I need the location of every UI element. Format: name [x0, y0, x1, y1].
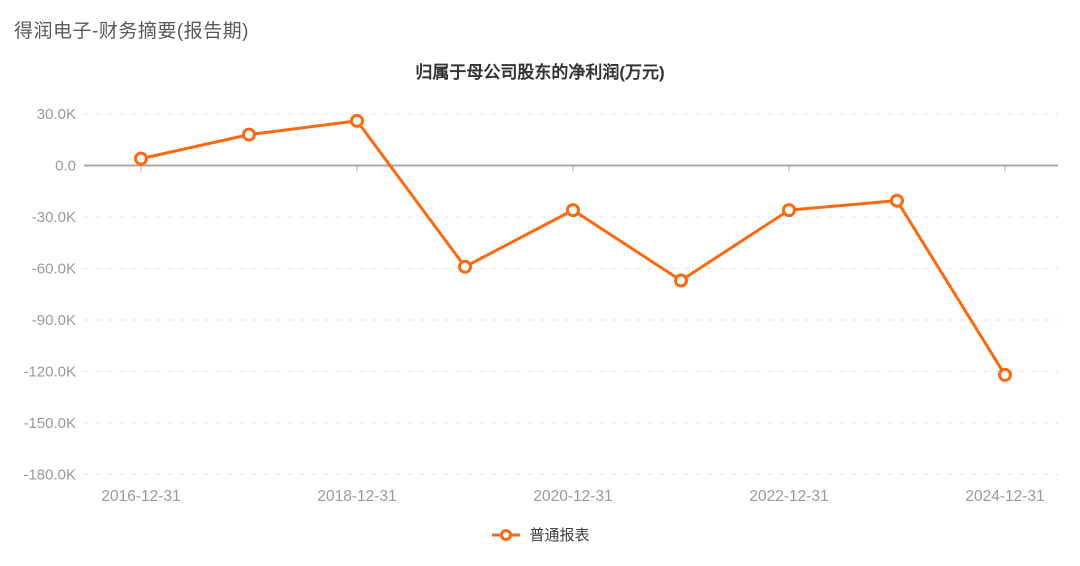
x-axis-label: 2020-12-31 — [533, 488, 612, 505]
data-point[interactable] — [134, 151, 148, 166]
y-axis-label: -120.0K — [23, 364, 76, 381]
x-axis-label: 2024-12-31 — [965, 488, 1044, 505]
series-line — [139, 119, 1007, 377]
y-axis-label: -60.0K — [32, 261, 76, 278]
data-point[interactable] — [782, 203, 796, 218]
data-point[interactable] — [242, 127, 256, 142]
y-axis-label: -90.0K — [32, 312, 76, 329]
data-point[interactable] — [890, 193, 904, 208]
y-axis-label: 0.0 — [55, 158, 76, 175]
page-title: 得润电子-财务摘要(报告期) — [14, 21, 249, 42]
legend-label: 普通报表 — [529, 527, 590, 544]
y-axis-label: -180.0K — [23, 467, 76, 484]
y-axis-label: -150.0K — [23, 415, 76, 432]
data-point[interactable] — [998, 367, 1012, 382]
chart-title: 归属于母公司股东的净利润(万元) — [415, 63, 665, 82]
data-point[interactable] — [350, 113, 364, 128]
x-axis-label: 2016-12-31 — [101, 488, 180, 505]
y-axis-label: -30.0K — [32, 209, 76, 226]
data-point[interactable] — [674, 273, 688, 288]
data-point[interactable] — [566, 203, 580, 218]
legend[interactable]: 普通报表 — [0, 524, 1080, 545]
legend-circle — [500, 528, 513, 541]
data-point[interactable] — [458, 259, 472, 274]
legend-line-marker-icon — [490, 527, 522, 543]
x-axis-label: 2018-12-31 — [317, 488, 396, 505]
x-axis-label: 2022-12-31 — [749, 488, 828, 505]
y-axis-label: 30.0K — [37, 106, 76, 123]
